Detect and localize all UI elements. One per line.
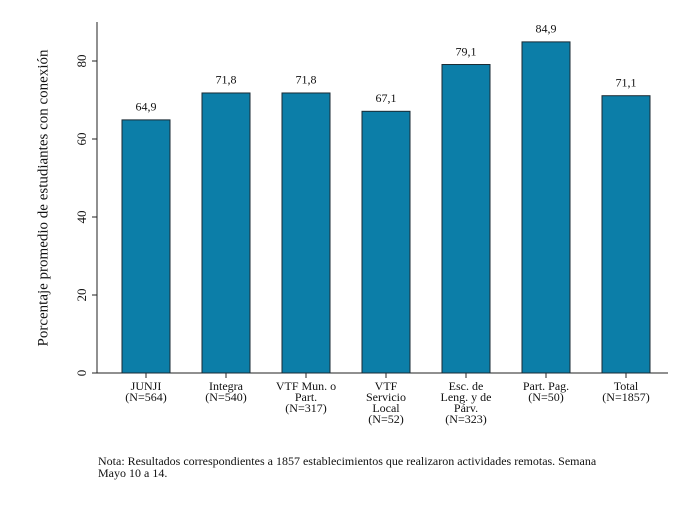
y-tick-label: 40 [74,211,89,224]
x-tick-label: Total [614,379,639,393]
bar [121,119,171,374]
x-tick-label: VTF Mun. o [276,379,336,393]
value-label: 67,1 [376,91,397,105]
x-tick-label: (N=323) [445,412,486,426]
value-label: 71,1 [616,75,637,89]
x-tick-label: Párv. [454,401,478,415]
note: Nota: Resultados correspondientes a 1857… [98,454,597,468]
x-tick-label: Esc. de [449,379,484,393]
y-tick-label: 20 [74,289,89,302]
bar [281,92,331,374]
x-tick-label: (N=1857) [602,390,649,404]
x-tick-label: Local [372,401,400,415]
x-tick-label: Integra [209,379,244,393]
x-tick-label: (N=317) [285,401,326,415]
y-axis-label: Porcentaje promedio de estudiantes con c… [35,49,51,346]
value-label: 64,9 [136,100,157,114]
x-tick-label: VTF [375,379,398,393]
bar [441,64,491,374]
value-label: 79,1 [456,44,477,58]
x-tick-label: Servicio [366,390,406,404]
x-tick-label: (N=540) [205,390,246,404]
x-tick-label: Part. [295,390,317,404]
bar [521,41,571,374]
x-tick-label: (N=50) [528,390,563,404]
y-tick-label: 60 [74,133,89,146]
bar [361,110,411,374]
y-tick-label: 80 [74,55,89,68]
x-tick-label: Leng. y de [441,390,492,404]
x-tick-label: Part. Pag. [523,379,569,393]
x-tick-label: (N=52) [368,412,403,426]
x-tick-label: JUNJI [131,379,162,393]
y-tick-label: 0 [74,370,89,377]
value-label: 84,9 [536,22,557,36]
note: Mayo 10 a 14. [98,466,167,480]
value-label: 71,8 [296,73,317,87]
value-label: 71,8 [216,73,237,87]
x-tick-label: (N=564) [125,390,166,404]
bar [601,95,651,374]
bar [201,92,251,374]
